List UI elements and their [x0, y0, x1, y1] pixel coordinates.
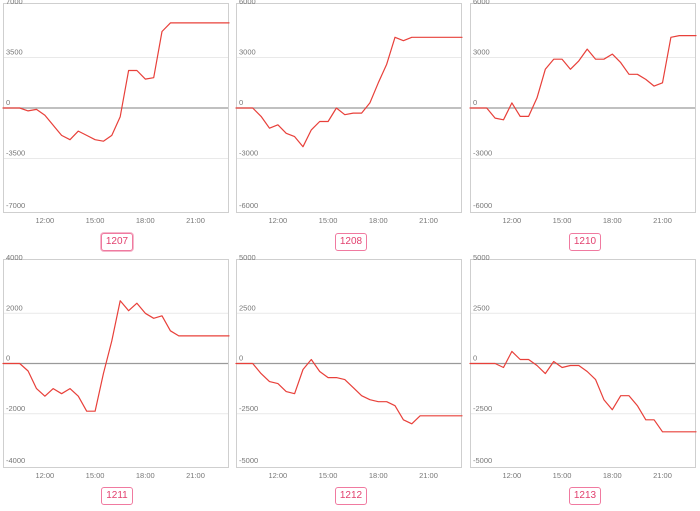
y-tick-label: 0	[239, 354, 243, 363]
chart-panel-1211: 4000 2000 0 -2000 -4000 12:00 15:00 18:00 21:00	[2, 253, 230, 480]
contract-tab-1210[interactable]: 1210	[569, 233, 601, 251]
line-chart: 4000 2000 0 -2000 -4000 12:00 15:00 18:00 21:00	[2, 253, 230, 480]
y-tick-label: 3500	[6, 48, 23, 57]
y-tick-label: -3500	[6, 149, 25, 158]
x-tick-label: 18:00	[603, 471, 622, 480]
series-line	[235, 36, 463, 148]
y-tick-label: 6000	[239, 0, 256, 6]
x-tick-label: 18:00	[603, 216, 622, 225]
chart-panel-1213: 5000 2500 0 -2500 -5000 12:00 15:00 18:00 21:00	[469, 253, 697, 480]
y-tick-label: 2500	[239, 303, 256, 312]
x-tick-label: 15:00	[553, 216, 572, 225]
x-tick-label: 15:00	[553, 471, 572, 480]
chart-panel-1207: 7000 3500 0 -3500 -7000 12:00 15:00 18:00 21:00	[2, 0, 230, 225]
y-tick-label: 5000	[473, 253, 490, 262]
y-tick-label: -3000	[239, 149, 258, 158]
x-tick-label: 18:00	[136, 216, 155, 225]
x-tick-label: 15:00	[319, 216, 338, 225]
series-line	[2, 300, 230, 412]
x-tick-label: 12:00	[268, 471, 287, 480]
y-tick-label: -2500	[239, 404, 258, 413]
y-tick-label: 0	[6, 354, 10, 363]
x-tick-label: 12:00	[35, 471, 54, 480]
y-tick-label: -5000	[239, 456, 258, 465]
series-line	[469, 350, 697, 433]
y-tick-label: -3000	[473, 149, 492, 158]
x-tick-label: 18:00	[369, 216, 388, 225]
y-tick-label: 0	[473, 98, 477, 107]
y-tick-label: 0	[473, 354, 477, 363]
x-tick-label: 21:00	[186, 471, 205, 480]
chart-panel-1210: 6000 3000 0 -3000 -6000 12:00 15:00 18:00 21:00	[469, 0, 697, 225]
y-tick-label: -2500	[473, 404, 492, 413]
series-line	[2, 22, 230, 142]
x-tick-label: 12:00	[502, 471, 521, 480]
x-tick-label: 15:00	[86, 216, 105, 225]
x-tick-label: 21:00	[419, 216, 438, 225]
y-tick-label: -6000	[473, 201, 492, 210]
y-tick-label: 2500	[473, 303, 490, 312]
x-tick-label: 12:00	[35, 216, 54, 225]
y-tick-label: -7000	[6, 201, 25, 210]
contract-tab-1208[interactable]: 1208	[335, 233, 367, 251]
x-tick-label: 15:00	[319, 471, 338, 480]
y-tick-label: 3000	[473, 48, 490, 57]
y-tick-label: 7000	[6, 0, 23, 6]
y-tick-label: 0	[6, 98, 10, 107]
x-tick-label: 21:00	[419, 471, 438, 480]
series-line	[235, 358, 463, 425]
contract-tab-1212[interactable]: 1212	[335, 487, 367, 505]
contract-tab-1213[interactable]: 1213	[569, 487, 601, 505]
x-tick-label: 15:00	[86, 471, 105, 480]
x-tick-label: 21:00	[653, 216, 672, 225]
y-tick-label: 0	[239, 98, 243, 107]
y-tick-label: -2000	[6, 404, 25, 413]
line-chart: 5000 2500 0 -2500 -5000 12:00 15:00 18:00 21:00	[469, 253, 697, 480]
x-tick-label: 12:00	[502, 216, 521, 225]
line-chart: 5000 2500 0 -2500 -5000 12:00 15:00 18:00 21:00	[235, 253, 463, 480]
y-tick-label: -6000	[239, 201, 258, 210]
line-chart: 6000 3000 0 -3000 -6000 12:00 15:00 18:00 21:00	[235, 0, 463, 225]
y-tick-label: -5000	[473, 456, 492, 465]
line-chart: 7000 3500 0 -3500 -7000 12:00 15:00 18:00 21:00	[2, 0, 230, 225]
line-chart: 6000 3000 0 -3000 -6000 12:00 15:00 18:00 21:00	[469, 0, 697, 225]
x-tick-label: 21:00	[653, 471, 672, 480]
y-tick-label: 5000	[239, 253, 256, 262]
y-tick-label: 2000	[6, 303, 23, 312]
y-tick-label: 3000	[239, 48, 256, 57]
y-tick-label: -4000	[6, 456, 25, 465]
y-tick-label: 4000	[6, 253, 23, 262]
contract-tab-1207[interactable]: 1207	[101, 233, 133, 251]
x-tick-label: 18:00	[369, 471, 388, 480]
y-tick-label: 6000	[473, 0, 490, 6]
x-tick-label: 12:00	[268, 216, 287, 225]
chart-panel-1208: 6000 3000 0 -3000 -6000 12:00 15:00 18:00 21:00	[235, 0, 463, 225]
x-tick-label: 21:00	[186, 216, 205, 225]
chart-panel-1212: 5000 2500 0 -2500 -5000 12:00 15:00 18:00 21:00	[235, 253, 463, 480]
series-line	[469, 34, 697, 121]
x-tick-label: 18:00	[136, 471, 155, 480]
contract-tab-1211[interactable]: 1211	[101, 487, 133, 505]
